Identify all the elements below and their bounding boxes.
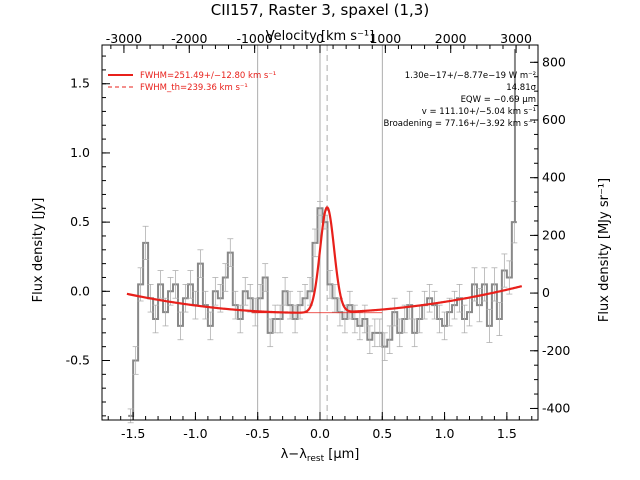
x-tick-label: -1.5 [121,426,145,441]
y-left-tick-label: -0.5 [66,352,90,367]
velocity-tick-label: 3000 [500,31,532,46]
annotation-eqw: EQW = −0.69 μm [461,95,536,105]
velocity-tick-label: 1000 [369,31,401,46]
x-tick-label: 1.0 [435,426,455,441]
velocity-tick-label: 0 [316,31,324,46]
annotation-flux: 1.30e−17+/−8.77e−19 W m⁻² [405,71,536,81]
velocity-tick-label: 2000 [435,31,467,46]
velocity-tick-label: -1000 [236,31,272,46]
y-left-tick-label: 1.5 [70,76,90,91]
fit-total-curve [126,206,523,314]
velocity-tick-label: -3000 [106,31,142,46]
fit-curves [126,206,523,314]
y-right-tick-label: -400 [542,400,570,415]
x-axis-label-sub: rest [307,454,325,464]
data-series [127,49,518,424]
axes: -1.5 -1.0 -0.5 0.0 0.5 1.0 1.5-3000 -2000 -1000 0… [66,31,571,441]
y-right-tick-label: 200 [542,227,566,242]
annotations: 1.30e−17+/−8.77e−19 W m⁻² 14.81σ EQW = −… [383,71,536,129]
y-right-tick-label: -200 [542,343,570,358]
annotation-velocity: v = 111.10+/−5.04 km s⁻¹ [422,107,536,117]
legend-entry-fwhm: FWHM=251.49+/−12.80 km s⁻¹ [140,71,276,81]
y-left-tick-label: 0.5 [70,214,90,229]
x-axis-label-main: λ−λ [281,447,308,462]
y-axis-label-left: Flux density [Jy] [31,198,46,303]
y-right-tick-label: 400 [542,170,566,185]
x-tick-label: 1.5 [497,426,517,441]
x-tick-label: -0.5 [246,426,270,441]
velocity-tick-label: -2000 [171,31,207,46]
legend-entry-fwhm-th: FWHM_th=239.36 km s⁻¹ [140,83,248,93]
y-right-tick-label: 600 [542,112,566,127]
x-tick-label: 0.5 [372,426,392,441]
top-axis-label: Velocity [km s⁻¹] [266,29,374,44]
y-left-tick-label: 0.0 [70,283,90,298]
fit-gaussian-dashed [295,206,360,314]
chart-title: CII157, Raster 3, spaxel (1,3) [211,1,429,19]
x-axis-label: λ−λrest [μm] [281,447,360,464]
y-axis-label-right: Flux density [MJy sr⁻¹] [597,178,612,322]
y-right-tick-label: 0 [542,285,550,300]
x-tick-label: -1.0 [183,426,207,441]
x-tick-label: 0.0 [310,426,330,441]
guide-lines [257,45,383,420]
annotation-sigma: 14.81σ [506,83,536,93]
legend: FWHM=251.49+/−12.80 km s⁻¹ FWHM_th=239.3… [108,71,276,93]
x-axis-label-unit: [μm] [324,447,359,462]
y-left-tick-label: 1.0 [70,145,90,160]
y-right-tick-label: 800 [542,54,566,69]
annotation-broadening: Broadening = 77.16+/−3.92 km s⁻¹ [383,119,536,129]
